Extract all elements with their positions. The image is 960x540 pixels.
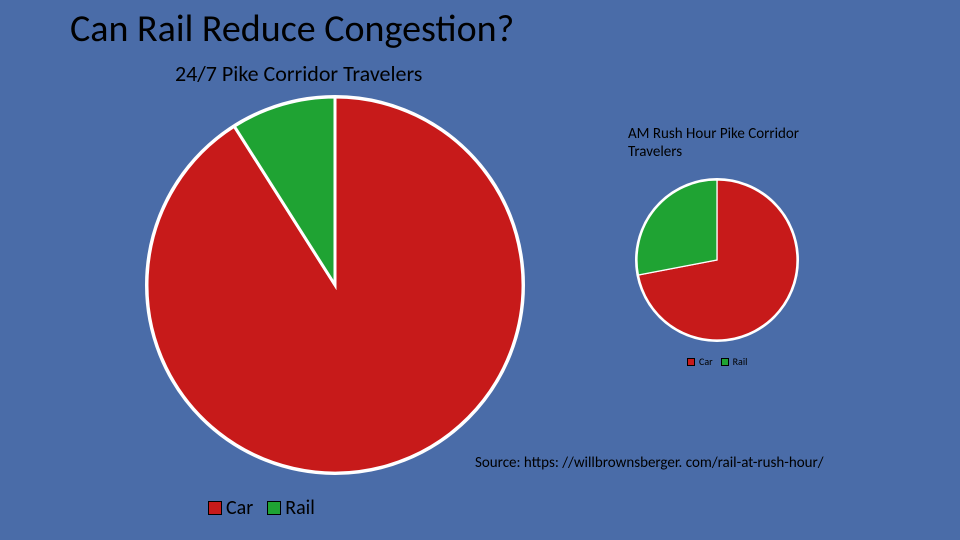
slide: { "title": "Can Rail Reduce Congestion?"… [0,0,960,540]
pie-small-svg [637,180,797,340]
chart-large-title: 24/7 Pike Corridor Travelers [175,60,422,87]
legend-swatch-rail-icon [721,358,729,366]
legend-swatch-car-icon [208,501,222,515]
pie-chart-small [635,178,799,342]
legend-small-item-car: Car [687,355,713,368]
legend-large: Car Rail [208,496,315,520]
legend-large-label-rail: Rail [285,496,315,520]
legend-swatch-rail-icon [267,501,281,515]
source-citation: Source: https: //willbrownsberger. com/r… [475,454,824,472]
legend-large-item-car: Car [208,496,253,520]
slide-title: Can Rail Reduce Congestion? [70,6,514,52]
legend-small-label-car: Car [699,355,713,368]
legend-small: Car Rail [687,355,747,368]
legend-large-label-car: Car [226,496,253,520]
chart-small-title: AM Rush Hour Pike Corridor Travelers [628,125,848,161]
pie-large-svg [147,97,523,473]
legend-swatch-car-icon [687,358,695,366]
legend-large-item-rail: Rail [267,496,315,520]
pie-chart-large [145,95,525,475]
legend-small-item-rail: Rail [721,355,748,368]
legend-small-label-rail: Rail [733,355,748,368]
